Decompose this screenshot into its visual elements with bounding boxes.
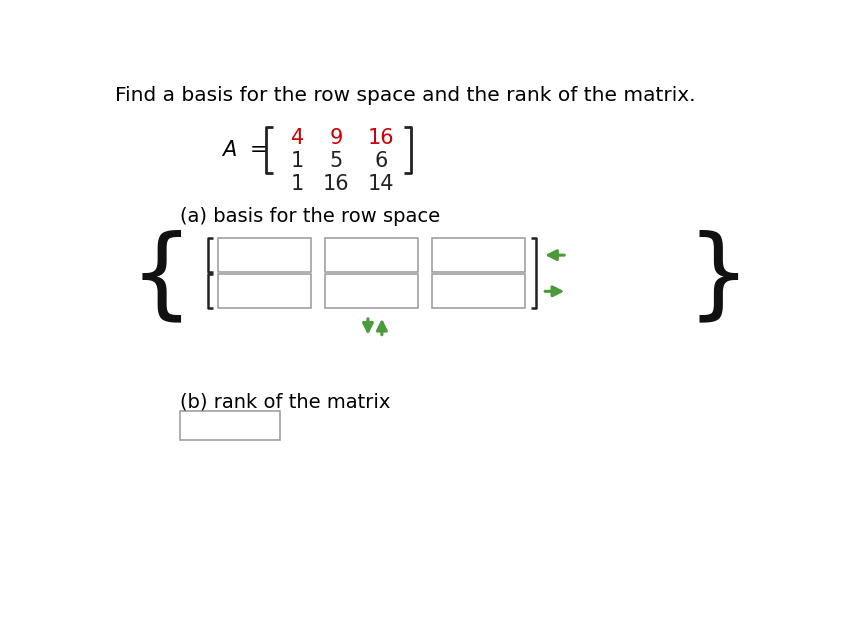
Text: 5: 5 xyxy=(330,151,343,171)
Text: 6: 6 xyxy=(375,151,388,171)
Text: $A$  =: $A$ = xyxy=(220,139,267,160)
Text: 16: 16 xyxy=(368,128,394,148)
Text: 14: 14 xyxy=(368,174,394,194)
Text: 1: 1 xyxy=(291,174,304,194)
Text: 4: 4 xyxy=(291,128,304,148)
Bar xyxy=(326,274,418,309)
Text: 9: 9 xyxy=(330,128,343,148)
Text: 1: 1 xyxy=(291,151,304,171)
Text: Find a basis for the row space and the rank of the matrix.: Find a basis for the row space and the r… xyxy=(115,86,696,105)
Bar xyxy=(326,238,418,272)
Bar xyxy=(219,274,311,309)
Text: 16: 16 xyxy=(323,174,349,194)
Text: (a) basis for the row space: (a) basis for the row space xyxy=(180,208,440,227)
Bar xyxy=(432,274,525,309)
Bar xyxy=(432,238,525,272)
Bar xyxy=(219,238,311,272)
Bar xyxy=(180,411,281,440)
Text: }: } xyxy=(686,229,750,326)
Text: (b) rank of the matrix: (b) rank of the matrix xyxy=(180,392,390,411)
Text: {: { xyxy=(130,229,193,326)
